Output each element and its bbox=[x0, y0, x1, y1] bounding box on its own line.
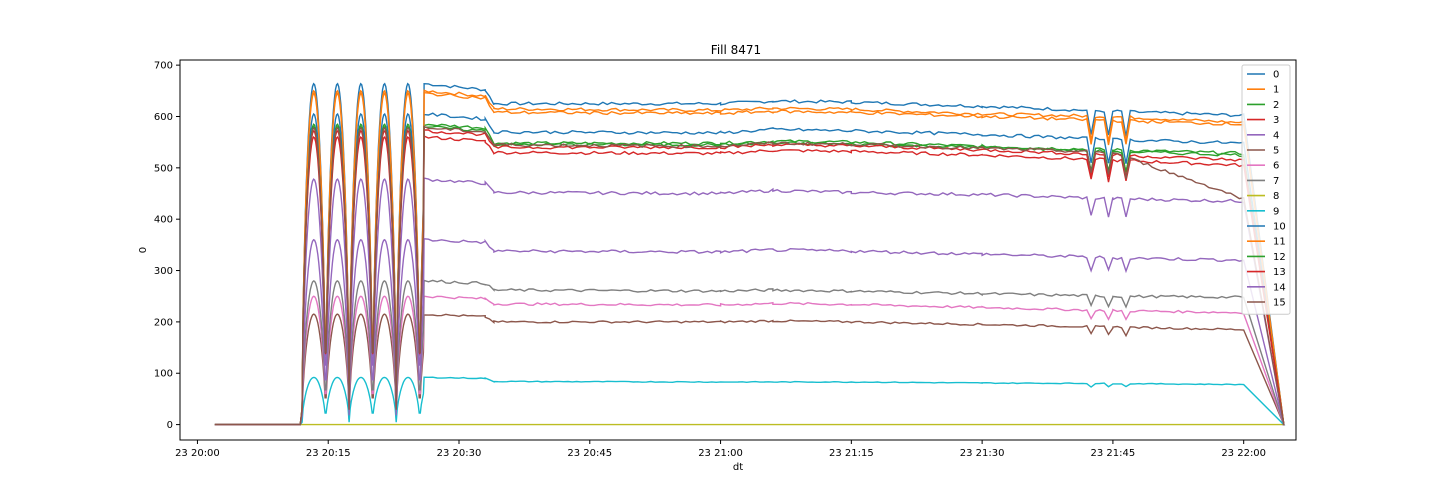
y-tick-label: 500 bbox=[154, 163, 173, 174]
y-tick-label: 700 bbox=[154, 61, 173, 72]
y-tick-label: 400 bbox=[154, 215, 173, 226]
legend-box bbox=[1241, 64, 1291, 315]
series-line-15 bbox=[214, 125, 1285, 426]
legend-label: 3 bbox=[1273, 115, 1279, 126]
series-line-7 bbox=[214, 279, 1285, 426]
legend-label: 14 bbox=[1273, 282, 1286, 293]
legend-label: 11 bbox=[1273, 237, 1286, 248]
legend-label: 15 bbox=[1273, 298, 1286, 309]
x-tick-label: 23 20:45 bbox=[567, 448, 612, 459]
legend-label: 1 bbox=[1273, 85, 1279, 96]
y-axis: 0 100 200 300 400 500 600 700 bbox=[154, 61, 180, 431]
series-line-6 bbox=[214, 295, 1285, 426]
x-tick-label: 23 21:15 bbox=[829, 448, 874, 459]
y-tick-label: 100 bbox=[154, 369, 173, 380]
x-axis: 23 20:00 23 20:15 23 20:30 23 20:45 23 21:00… bbox=[175, 440, 1266, 459]
legend-label: 9 bbox=[1273, 206, 1279, 217]
x-tick-label: 23 20:00 bbox=[175, 448, 220, 459]
y-tick-label: 600 bbox=[154, 112, 173, 123]
legend-label: 6 bbox=[1273, 161, 1279, 172]
x-tick-label: 23 22:00 bbox=[1221, 448, 1266, 459]
y-axis-label: 0 bbox=[138, 247, 149, 253]
x-tick-label: 23 20:30 bbox=[437, 448, 482, 459]
x-axis-label: dt bbox=[733, 462, 743, 473]
series-line-4 bbox=[214, 177, 1285, 426]
series-line-14 bbox=[214, 238, 1285, 426]
legend-label: 2 bbox=[1273, 100, 1279, 111]
legend-label: 5 bbox=[1273, 146, 1279, 157]
series-line-9 bbox=[214, 376, 1286, 426]
legend-label: 8 bbox=[1273, 191, 1279, 202]
y-tick-label: 0 bbox=[167, 420, 173, 431]
legend-label: 12 bbox=[1273, 252, 1286, 263]
y-tick-label: 300 bbox=[154, 266, 173, 277]
x-tick-label: 23 21:00 bbox=[698, 448, 743, 459]
series-line-11 bbox=[214, 91, 1285, 426]
series-line-5 bbox=[214, 313, 1285, 426]
legend-label: 0 bbox=[1273, 70, 1279, 81]
chart-title: Fill 8471 bbox=[711, 43, 761, 57]
plot-frame bbox=[179, 59, 1297, 441]
legend-label: 4 bbox=[1273, 130, 1279, 141]
legend-label: 7 bbox=[1273, 176, 1279, 187]
x-tick-label: 23 21:30 bbox=[960, 448, 1005, 459]
y-tick-label: 200 bbox=[154, 317, 173, 328]
plot-area bbox=[214, 82, 1286, 426]
legend-label: 13 bbox=[1273, 267, 1286, 278]
legend-label: 10 bbox=[1273, 222, 1286, 233]
x-tick-label: 23 21:45 bbox=[1091, 448, 1136, 459]
x-tick-label: 23 20:15 bbox=[306, 448, 351, 459]
